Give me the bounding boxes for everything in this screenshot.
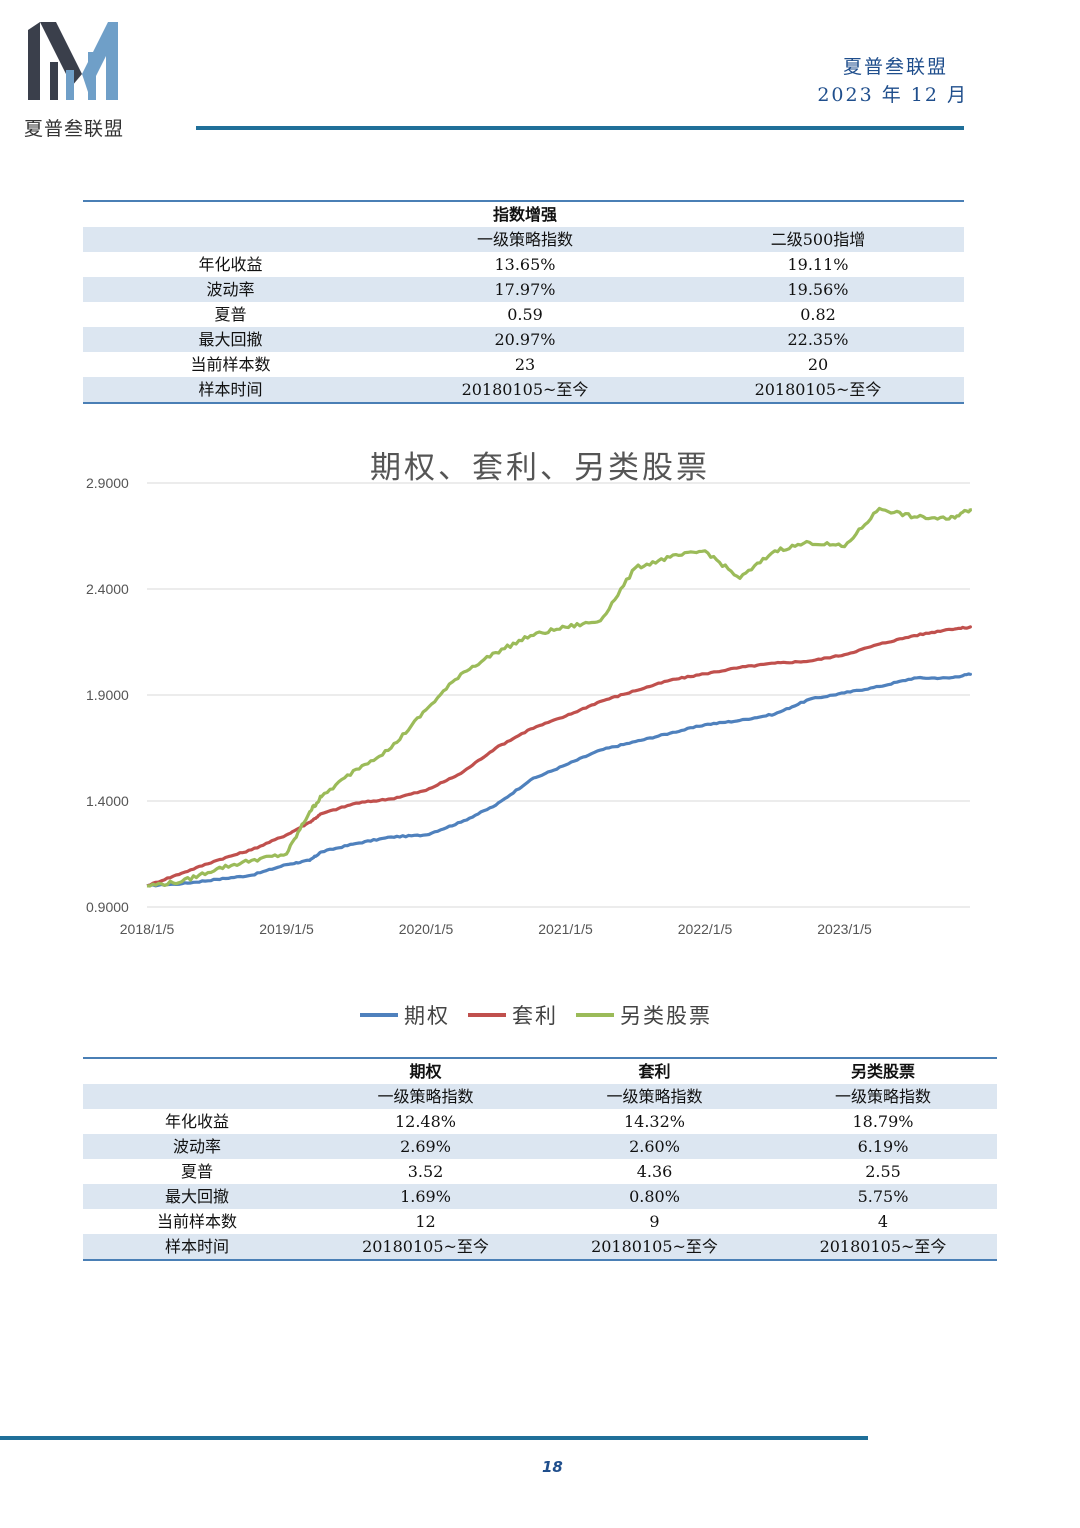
- table2-col-header: 套利: [638, 1062, 671, 1081]
- table-row: 夏普 0.59 0.82: [214, 305, 836, 324]
- table-row: 年化收益 13.65% 19.11%: [198, 255, 849, 274]
- y-tick-label: 2.9000: [86, 475, 129, 491]
- header-date: 2023 年 12 月: [817, 84, 968, 106]
- table-row: 最大回撤 20.97% 22.35%: [83, 327, 964, 352]
- x-tick-label: 2021/1/5: [538, 921, 593, 937]
- x-tick-label: 2023/1/5: [817, 921, 872, 937]
- table-row: 样本时间 20180105~至今 20180105~至今: [83, 377, 964, 403]
- table-row: 当前样本数 23 20: [190, 355, 829, 374]
- series-line-3: [146, 506, 972, 888]
- table-row: 年化收益 12.48% 14.32% 18.79%: [164, 1112, 914, 1131]
- legend-item: 另类股票: [576, 1000, 712, 1030]
- header-rule: [196, 126, 964, 130]
- legend-item: 套利: [468, 1000, 558, 1030]
- legend-label: 套利: [512, 1004, 558, 1028]
- legend-label: 另类股票: [620, 1004, 712, 1028]
- page-number: 18: [542, 1458, 563, 1476]
- x-tick-label: 2019/1/5: [259, 921, 314, 937]
- table-row: 样本时间 20180105~至今 20180105~至今 20180105~至今: [83, 1234, 997, 1260]
- legend-item: 期权: [360, 1000, 450, 1030]
- legend-swatch: [468, 1013, 506, 1017]
- table-row: 当前样本数 12 9 4: [156, 1212, 889, 1231]
- index-enhance-table: 指数增强 一级策略指数 二级500指增 年化收益 13.65% 19.11% 波动率…: [83, 200, 964, 404]
- table1-title: 指数增强: [492, 205, 557, 224]
- table-row: 最大回撤 1.69% 0.80% 5.75%: [83, 1184, 997, 1209]
- table1-col-header: 二级500指增: [672, 227, 964, 252]
- legend-swatch: [360, 1013, 398, 1017]
- brand-logo: [28, 22, 118, 100]
- y-tick-label: 1.9000: [86, 687, 129, 703]
- y-tick-label: 1.4000: [86, 793, 129, 809]
- table2-col-header: 期权: [409, 1062, 442, 1081]
- table1-header-row: 一级策略指数 二级500指增: [83, 227, 964, 252]
- legend-label: 期权: [404, 1004, 450, 1028]
- table2-header-row: 期权 套利 另类股票: [83, 1058, 997, 1084]
- chart-title: 期权、套利、另类股票: [370, 450, 710, 486]
- y-tick-label: 0.9000: [86, 899, 129, 915]
- table-row: 夏普 3.52 4.36 2.55: [180, 1162, 901, 1181]
- legend-swatch: [576, 1013, 614, 1017]
- brand-name: 夏普叁联盟: [24, 118, 125, 140]
- series-line-1: [146, 672, 972, 888]
- table-row: 波动率 2.69% 2.60% 6.19%: [83, 1134, 997, 1159]
- table-row: 波动率 17.97% 19.56%: [83, 277, 964, 302]
- table1-col-header: 一级策略指数: [378, 227, 672, 252]
- table2-col-header: 另类股票: [850, 1062, 915, 1081]
- y-tick-label: 2.4000: [86, 581, 129, 597]
- chart-legend: 期权 套利 另类股票: [360, 1000, 712, 1030]
- strategy-table: 期权 套利 另类股票 一级策略指数 一级策略指数 一级策略指数 年化收益 12.4…: [83, 1057, 997, 1261]
- line-chart: 0.9000 1.4000 1.9000 2.4000 2.9000 2018/1/5 20…: [86, 475, 972, 937]
- x-tick-label: 2018/1/5: [120, 921, 175, 937]
- x-tick-label: 2020/1/5: [399, 921, 454, 937]
- footer-rule: [0, 1436, 868, 1440]
- table2-subheader-row: 一级策略指数 一级策略指数 一级策略指数: [83, 1084, 997, 1109]
- header-org: 夏普叁联盟: [842, 56, 948, 78]
- series-line-2: [146, 625, 972, 888]
- x-tick-label: 2022/1/5: [678, 921, 733, 937]
